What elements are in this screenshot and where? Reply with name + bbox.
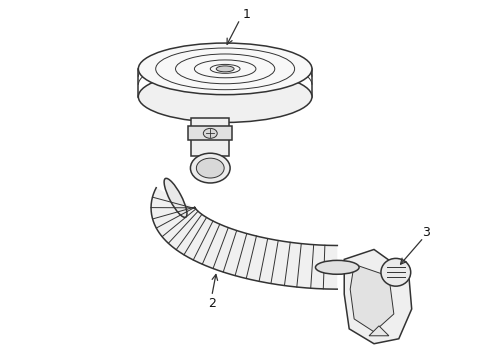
Ellipse shape [138, 43, 312, 95]
Ellipse shape [196, 158, 224, 178]
Text: 1: 1 [243, 8, 251, 21]
Ellipse shape [138, 71, 312, 122]
FancyBboxPatch shape [192, 118, 229, 156]
Text: 2: 2 [208, 297, 216, 310]
FancyBboxPatch shape [189, 126, 232, 140]
Ellipse shape [203, 129, 217, 138]
Polygon shape [344, 249, 412, 344]
Polygon shape [350, 264, 394, 332]
Ellipse shape [164, 178, 187, 217]
Ellipse shape [191, 153, 230, 183]
Polygon shape [151, 188, 337, 289]
Ellipse shape [316, 260, 359, 274]
Polygon shape [369, 326, 389, 336]
Ellipse shape [381, 258, 411, 286]
Ellipse shape [216, 66, 234, 72]
Text: 3: 3 [422, 226, 430, 239]
